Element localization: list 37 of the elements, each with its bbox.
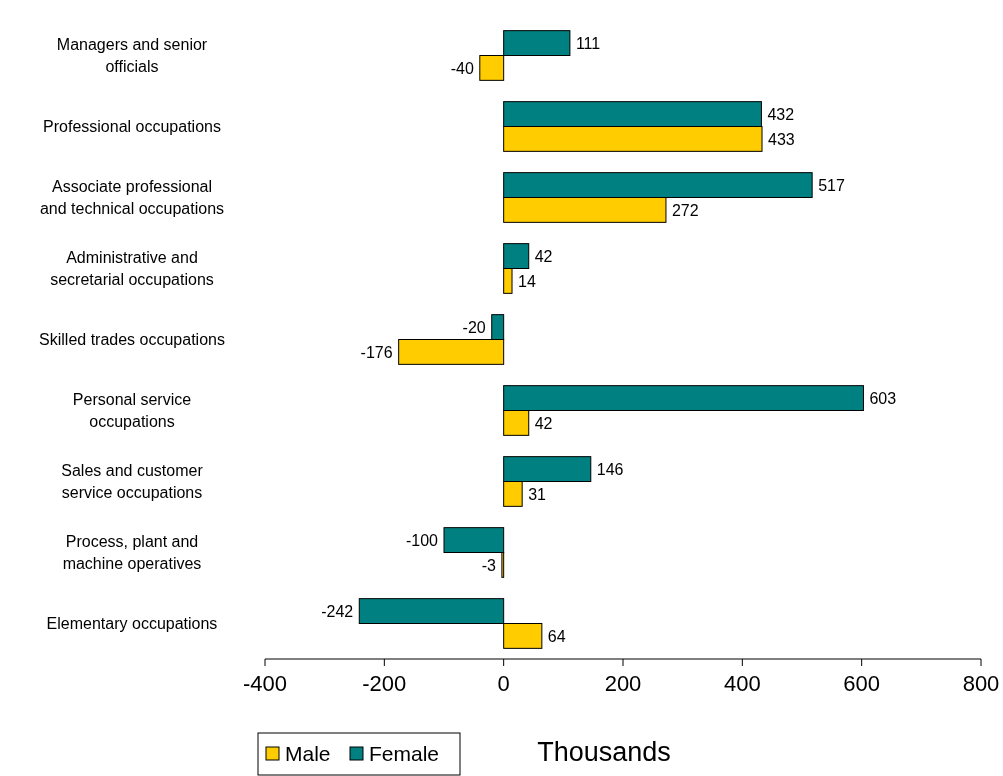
y-tick-label: Process, plant and machine operatives [62,533,202,573]
data-label: 42 [534,414,553,432]
x-axis-title: Thousands [537,737,671,767]
y-tick-label: Professional occupations [43,118,221,136]
x-tick-label: -400 [242,671,288,696]
x-tick-label: 800 [962,671,1000,696]
data-label: 111 [575,34,601,52]
legend-label: Male [285,742,331,766]
data-label: -176 [360,343,393,361]
y-tick-label: Administrative and secretarial occupations [50,249,214,289]
x-tick-label: 400 [723,671,761,696]
y-tick-label: Sales and customer service occupations [61,462,204,502]
data-label: -100 [405,531,439,549]
y-tick-label: Personal service occupations [72,391,192,431]
y-tick-label: Elementary occupations [46,615,218,633]
data-label: 14 [518,272,536,290]
data-label: 42 [534,247,553,265]
data-label: 146 [596,460,624,478]
data-label: 517 [818,176,845,194]
data-label: 272 [671,201,699,219]
data-label: -20 [462,318,486,336]
x-tick-label: 0 [497,671,510,696]
data-label: 64 [547,627,566,645]
data-label: 31 [528,485,547,503]
data-label: 433 [768,130,795,148]
data-label: 603 [869,389,897,407]
y-tick-label: Associate professional and technical occupations [39,178,225,218]
data-label: -242 [321,602,354,620]
x-tick-label: 600 [843,671,881,696]
data-label: -40 [450,59,474,77]
x-tick-label: -200 [362,671,407,696]
legend-label: Female [369,742,440,766]
y-tick-label: Skilled trades occupations [39,331,225,349]
data-label: 432 [767,105,795,123]
x-tick-label: 200 [604,671,642,696]
y-tick-label: Managers and senior officials [56,36,208,76]
data-label: -3 [481,556,496,574]
